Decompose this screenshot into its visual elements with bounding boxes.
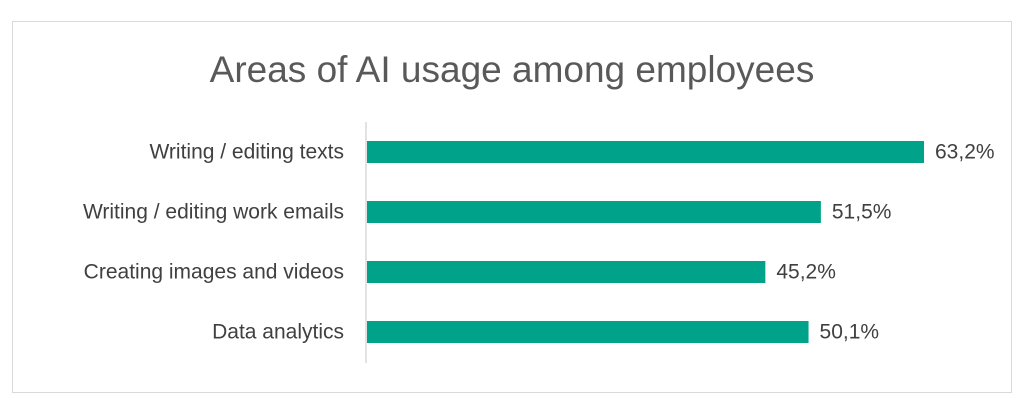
bar <box>367 141 924 163</box>
bar <box>367 201 821 223</box>
chart-title: Areas of AI usage among employees <box>209 49 815 90</box>
category-label: Writing / editing texts <box>149 141 344 164</box>
category-label: Creating images and videos <box>84 261 344 284</box>
value-label: 63,2% <box>935 141 995 164</box>
bar <box>367 261 766 283</box>
value-label: 45,2% <box>776 261 836 284</box>
value-label: 50,1% <box>820 321 880 344</box>
bar <box>367 321 809 343</box>
category-label: Data analytics <box>212 321 344 344</box>
value-label: 51,5% <box>832 201 892 224</box>
category-label: Writing / editing work emails <box>83 201 344 224</box>
